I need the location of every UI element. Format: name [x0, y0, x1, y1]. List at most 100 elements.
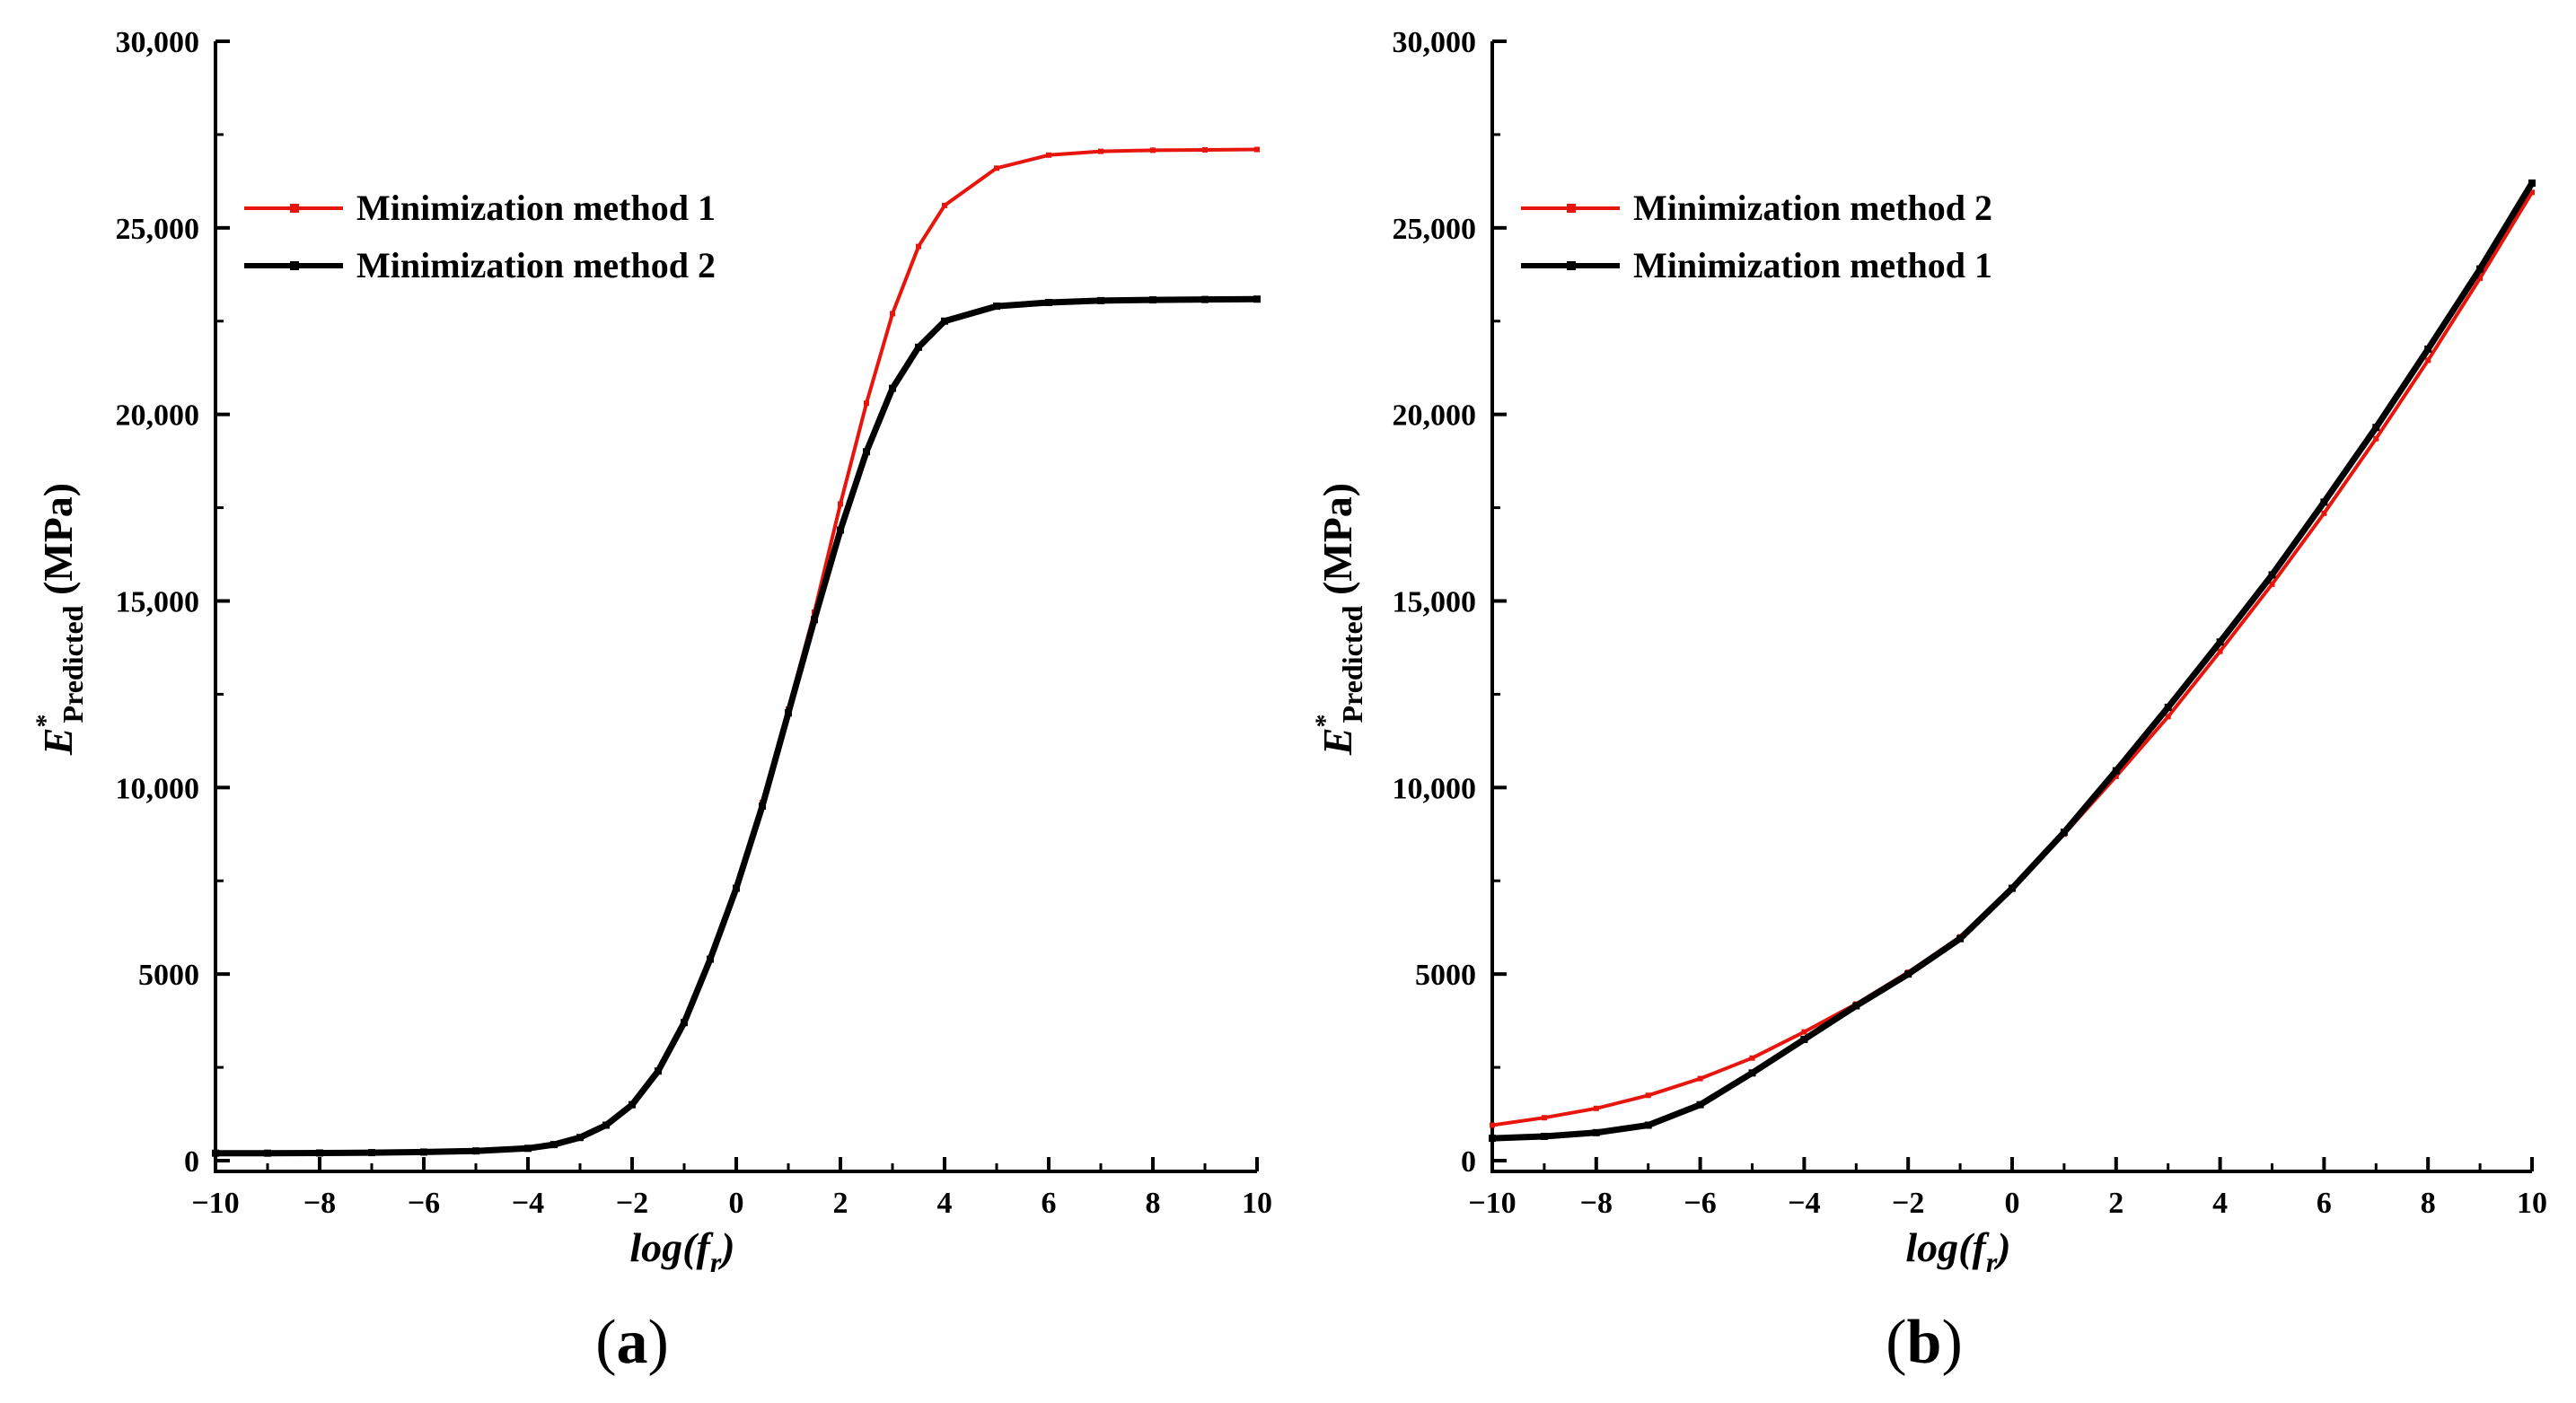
legend-marker	[290, 261, 299, 270]
series-marker	[524, 1144, 532, 1153]
series-marker	[942, 202, 947, 208]
x-tick-label: 10	[1242, 1187, 1272, 1220]
legend-marker	[1567, 204, 1576, 213]
legend-label: Minimization method 2	[356, 245, 716, 285]
series-marker	[1801, 1029, 1807, 1035]
x-tick-label: 0	[729, 1187, 744, 1220]
series-marker	[2216, 638, 2224, 646]
series-marker	[2113, 773, 2119, 779]
series-marker	[1046, 152, 1051, 158]
y-tick-label: 5000	[138, 959, 199, 992]
series-marker	[915, 343, 922, 351]
x-tick-label: −6	[408, 1187, 440, 1220]
legend-marker	[290, 204, 299, 213]
series-marker	[941, 317, 948, 325]
x-axis-title: log(fr)	[629, 1224, 734, 1278]
series-marker	[811, 616, 818, 624]
series-marker	[890, 311, 895, 317]
x-tick-label: −2	[1892, 1187, 1924, 1220]
series-marker	[1253, 295, 1261, 303]
panel-label: (a)	[595, 1308, 669, 1377]
series-marker	[1748, 1069, 1756, 1077]
series-marker	[2268, 571, 2276, 579]
y-tick-label: 30,000	[1393, 26, 1477, 59]
series-marker	[655, 1067, 662, 1075]
series-marker	[2217, 648, 2223, 654]
y-tick-label: 20,000	[116, 399, 200, 433]
x-tick-label: 2	[2108, 1187, 2123, 1220]
series-marker	[1749, 1055, 1755, 1061]
series-marker	[759, 802, 766, 811]
series-marker	[1697, 1075, 1703, 1082]
series-marker	[838, 501, 843, 507]
x-tick-label: −6	[1684, 1187, 1716, 1220]
x-tick-label: −4	[512, 1187, 544, 1220]
series-marker	[316, 1149, 323, 1157]
series-marker	[550, 1141, 558, 1149]
panel-label: (b)	[1886, 1308, 1963, 1377]
series-marker	[1904, 970, 1912, 978]
series-line	[1491, 191, 2534, 1127]
series-marker	[1098, 148, 1103, 154]
x-tick-label: −8	[303, 1187, 336, 1220]
series-marker	[1541, 1115, 1547, 1121]
x-tick-label: 0	[2005, 1187, 2020, 1220]
series-marker	[1150, 147, 1156, 153]
series-marker	[576, 1134, 584, 1142]
chart-panel-b: −10 −8 −6 −4 −2 0 2 4 6 8 10 0 5000 10,000 15,000 20,00…	[1310, 26, 2547, 1377]
legend-label: Minimization method 1	[356, 188, 716, 228]
series-marker	[1645, 1092, 1651, 1099]
x-tick-label: 8	[2421, 1187, 2436, 1220]
series-marker	[1696, 1100, 1704, 1109]
series-marker	[2476, 265, 2484, 273]
series-marker	[916, 243, 921, 250]
series-marker	[1254, 146, 1260, 153]
chart-panel-a: −10 −8 −6 −4 −2 0 2 4 6 8 10 0 5000 10,000 15,000 20,00…	[31, 26, 1272, 1377]
series-marker	[472, 1147, 479, 1155]
x-tick-label: −10	[1468, 1187, 1516, 1220]
series-marker	[681, 1019, 688, 1027]
series-marker	[2112, 767, 2120, 775]
x-tick-label: 8	[1146, 1187, 1161, 1220]
series-marker	[2425, 357, 2431, 364]
series-marker	[2164, 703, 2172, 711]
series-marker	[2060, 829, 2068, 837]
series-marker	[994, 165, 999, 171]
series-marker	[1149, 296, 1156, 304]
y-tick-label: 25,000	[116, 213, 200, 246]
y-tick-label: 20,000	[1393, 399, 1477, 433]
series-marker	[264, 1149, 271, 1157]
series-marker	[889, 384, 896, 392]
series-marker	[2528, 179, 2536, 187]
series-marker	[1852, 1002, 1860, 1010]
series-marker	[1489, 1135, 1496, 1143]
series-marker	[2321, 510, 2327, 516]
series-marker	[1202, 146, 1208, 153]
series-marker	[785, 709, 792, 717]
series-marker	[1800, 1035, 1808, 1043]
series-marker	[2269, 581, 2275, 587]
x-tick-label: 10	[2517, 1187, 2547, 1220]
series-marker	[837, 526, 844, 534]
series-marker	[2009, 884, 2016, 892]
series-marker	[420, 1148, 427, 1156]
series-marker	[2372, 424, 2380, 432]
series-marker	[2529, 189, 2535, 196]
y-tick-label: 10,000	[1393, 772, 1477, 805]
series-marker	[1490, 1122, 1495, 1128]
series-marker	[733, 884, 740, 892]
series-marker	[212, 1149, 219, 1157]
y-axis-title: E*Predicted (MPa)	[31, 483, 89, 756]
x-tick-label: 6	[2317, 1187, 2332, 1220]
x-tick-label: 4	[937, 1187, 953, 1220]
series-marker	[1956, 934, 1965, 943]
legend-label: Minimization method 1	[1633, 245, 1992, 285]
series-marker	[1644, 1121, 1652, 1129]
y-tick-label: 0	[1461, 1145, 1476, 1179]
x-tick-label: −10	[191, 1187, 239, 1220]
x-tick-label: 4	[2212, 1187, 2228, 1220]
series-marker	[629, 1100, 636, 1109]
series-line	[215, 295, 1258, 1157]
series-marker	[2477, 275, 2484, 281]
